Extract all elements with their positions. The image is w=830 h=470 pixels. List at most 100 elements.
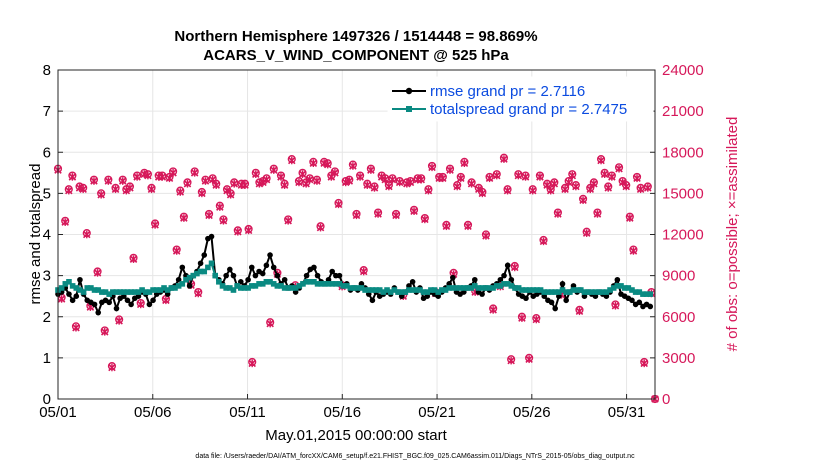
- axis-ticks: 05/01 05/06 05/11 05/16 05/21 05/26 05/31 0 1 2 3 4…: [39, 62, 703, 421]
- obs-assimilated-marker: [518, 314, 526, 322]
- obs-assimilated-marker: [151, 221, 159, 229]
- spread-point: [186, 274, 193, 281]
- spread-point: [329, 281, 335, 287]
- obs-assimilated-marker: [93, 269, 102, 277]
- spread-point: [420, 289, 427, 295]
- obs-assimilated-marker: [198, 189, 206, 198]
- spread-point: [117, 289, 123, 295]
- obs-assimilated-marker: [593, 210, 602, 218]
- spread-point: [190, 272, 197, 279]
- obs-assimilated-marker: [611, 301, 620, 310]
- spread-point: [373, 287, 379, 293]
- x-tick-label: 05/26: [513, 404, 551, 421]
- spread-point: [490, 285, 496, 291]
- obs-assimilated-marker: [615, 164, 623, 173]
- spread-point: [252, 283, 259, 289]
- x-tick-label: 05/01: [39, 404, 77, 421]
- rmse-point: [636, 299, 643, 306]
- spread-point: [526, 287, 533, 293]
- obs-assimilated-marker: [176, 188, 185, 196]
- x-tick-label: 05/06: [134, 404, 172, 421]
- obs-assimilated-marker: [194, 289, 203, 298]
- obs-assimilated-marker: [392, 211, 400, 220]
- obs-assimilated-marker: [212, 181, 221, 189]
- spread-point: [479, 285, 485, 291]
- spread-point: [237, 285, 244, 291]
- spread-point: [508, 283, 515, 289]
- rmse-point: [245, 276, 251, 283]
- spread-point: [501, 281, 507, 287]
- rmse-point: [73, 293, 80, 299]
- obs-assimilated-marker: [295, 178, 303, 187]
- spread-point: [241, 285, 248, 291]
- spread-point: [121, 289, 127, 295]
- obs-assimilated-marker: [467, 179, 476, 188]
- obs-assimilated-marker: [528, 186, 537, 195]
- obs-assimilated-marker: [582, 229, 591, 237]
- rmse-point: [208, 233, 215, 240]
- obs-assimilated-marker: [331, 169, 339, 177]
- rmse-point: [150, 297, 156, 304]
- rmse-point: [281, 276, 288, 283]
- obs-assimilated-marker: [395, 178, 404, 187]
- spread-point: [395, 289, 401, 295]
- obs-assimilated-marker: [543, 181, 551, 189]
- spread-point: [581, 289, 588, 295]
- rmse-point: [179, 264, 186, 271]
- obs-assimilated-marker: [298, 170, 307, 178]
- spread-point: [570, 287, 577, 293]
- obs-assimilated-marker: [554, 210, 562, 218]
- obs-assimilated-marker: [313, 177, 321, 185]
- spread-point: [588, 289, 595, 295]
- spread-point: [512, 285, 518, 291]
- spread-point: [245, 285, 251, 291]
- obs-assimilated-marker: [244, 226, 253, 235]
- spread-point: [475, 285, 482, 291]
- obs-assimilated-marker: [111, 185, 120, 194]
- spread-point: [629, 287, 635, 293]
- obs-assimilated-marker: [521, 173, 530, 181]
- obs-assimilated-marker: [97, 190, 105, 199]
- obs-assimilated-marker: [158, 173, 167, 181]
- obs-assimilated-marker: [356, 173, 364, 181]
- spread-point: [73, 285, 80, 291]
- spread-point: [274, 283, 281, 289]
- spread-point: [340, 283, 346, 289]
- spread-point: [577, 287, 584, 293]
- spread-point: [523, 287, 529, 293]
- rmse-point: [314, 272, 321, 279]
- rmse-point: [450, 274, 456, 281]
- spread-point: [256, 281, 262, 287]
- spread-point: [347, 285, 354, 291]
- y-tick-label: 1: [43, 350, 51, 367]
- spread-point: [504, 281, 511, 287]
- spread-point: [457, 285, 463, 291]
- spread-point: [640, 291, 646, 297]
- obs-assimilated-marker: [79, 185, 87, 194]
- spread-point: [333, 281, 339, 287]
- rmse-point: [106, 299, 112, 306]
- spread-point: [212, 272, 219, 279]
- spread-point: [263, 278, 270, 285]
- obs-assimilated-marker: [478, 189, 487, 198]
- obs-assimilated-marker: [590, 179, 598, 188]
- spread-point: [431, 287, 438, 293]
- obs-assimilated-marker: [359, 267, 368, 276]
- spread-point: [292, 285, 299, 291]
- spread-point: [636, 289, 643, 295]
- rmse-point: [647, 303, 654, 310]
- legend-rmse-label: rmse grand pr = 2.7116: [430, 83, 585, 100]
- x-tick-label: 05/31: [608, 404, 646, 421]
- spread-point: [471, 283, 478, 289]
- data-file-footer: data file: /Users/raeder/DAI/ATM_forcXX/…: [195, 453, 635, 460]
- spread-point: [351, 285, 357, 291]
- rmse-point: [274, 272, 281, 279]
- spread-point: [424, 289, 431, 295]
- y-tick-label: 8: [43, 62, 51, 79]
- obs-assimilated-marker: [169, 169, 177, 177]
- spread-point: [110, 289, 116, 295]
- spread-point: [482, 285, 489, 291]
- rmse-point: [614, 276, 621, 283]
- spread-point: [493, 283, 500, 289]
- spread-point: [150, 287, 156, 293]
